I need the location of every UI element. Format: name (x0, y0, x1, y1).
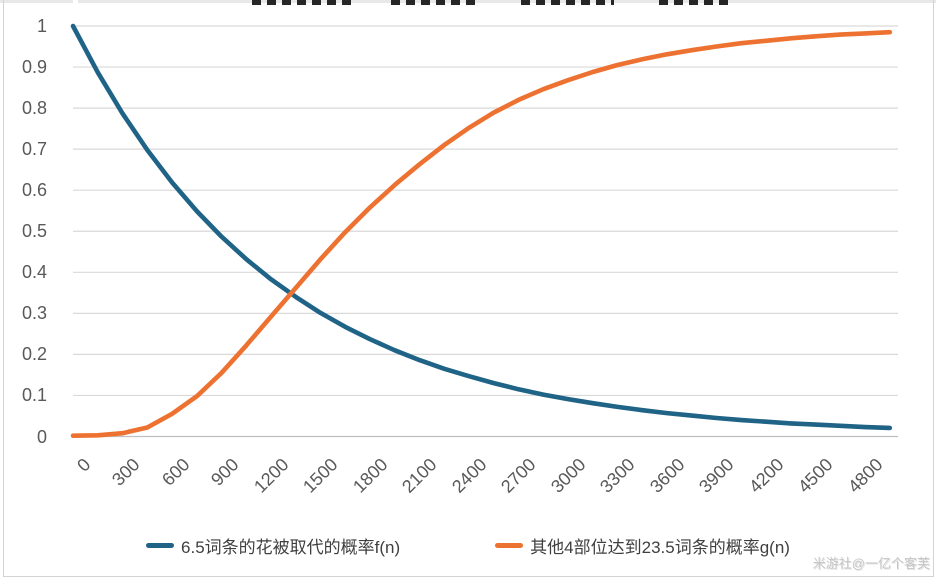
clipped-title-fragment (391, 0, 475, 5)
y-tick-label: 0.4 (21, 262, 47, 283)
legend-label: 6.5词条的花被取代的概率f(n) (181, 538, 401, 557)
clipped-title-fragment (252, 0, 351, 5)
legend-line-swatch (146, 543, 175, 548)
clipped-title-fragment (521, 0, 614, 5)
watermark: 米游社@一亿个客芙 (812, 556, 930, 571)
y-tick-label: 0.5 (21, 221, 47, 242)
legend-item-0: 6.5词条的花被取代的概率f(n) (146, 533, 400, 558)
y-tick-label: 1 (36, 16, 47, 36)
y-tick-label: 0.7 (21, 139, 47, 160)
series-line-1 (70, 29, 893, 439)
y-tick-label: 0.8 (21, 98, 47, 119)
y-tick-label: 0 (36, 426, 47, 447)
clipped-title-fragment (659, 0, 733, 5)
legend: 6.5词条的花被取代的概率f(n) 其他4部位达到23.5词条的概率g(n) (0, 533, 936, 558)
y-tick-label: 0.1 (21, 385, 47, 406)
legend-item-1: 其他4部位达到23.5词条的概率g(n) (495, 533, 790, 558)
y-tick-label: 0.6 (21, 180, 47, 201)
y-tick-label: 0.3 (21, 303, 47, 324)
y-tick-label: 0.2 (21, 344, 47, 365)
series-lines (70, 23, 893, 439)
gridlines (73, 25, 898, 438)
y-tick-label: 0.9 (21, 57, 47, 78)
legend-label: 其他4部位达到23.5词条的概率g(n) (530, 538, 790, 557)
cell-gridline-gap (73, 0, 78, 3)
series-line-0 (70, 23, 893, 431)
legend-line-swatch (495, 543, 524, 548)
